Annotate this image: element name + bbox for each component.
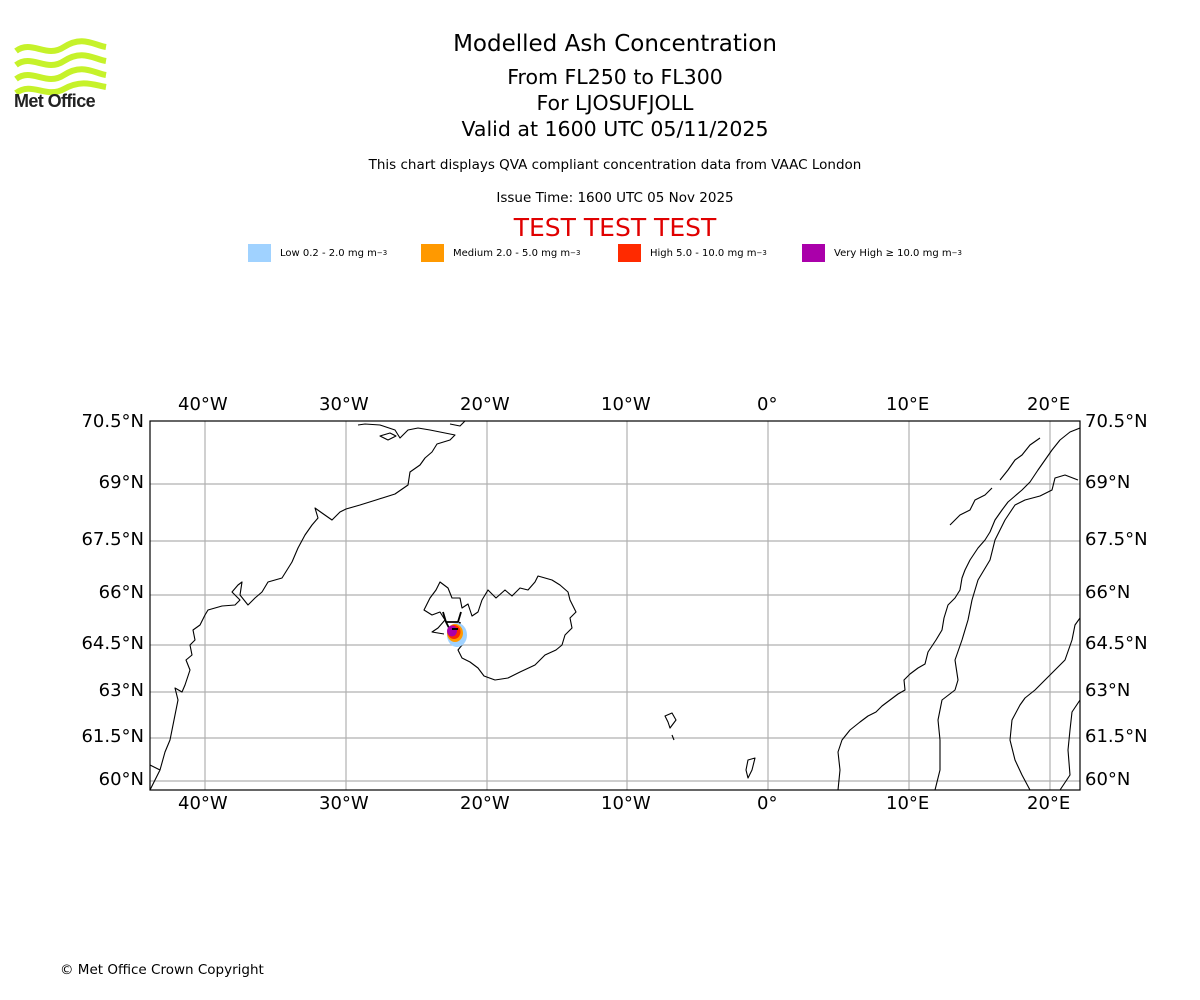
greenland-coastline (150, 423, 456, 790)
logo-text: Met Office (14, 91, 96, 111)
legend-swatch-high (618, 244, 641, 262)
lat-tick-right: 63°N (1085, 680, 1131, 701)
lon-tick-top: 30°W (319, 394, 369, 415)
lon-tick-bottom: 10°W (601, 793, 651, 814)
lat-tick-right: 60°N (1085, 769, 1131, 790)
norway-sweden-border (934, 474, 1079, 790)
lon-tick-bottom: 0° (757, 793, 778, 814)
legend-label-medium: Medium 2.0 - 5.0 mg m (453, 247, 571, 259)
lat-tick-right: 61.5°N (1085, 726, 1148, 747)
lat-tick-left: 61.5°N (81, 726, 144, 747)
legend-item-high: High 5.0 - 10.0 mg m −3 (618, 244, 767, 262)
legend-label-low: Low 0.2 - 2.0 mg m (280, 247, 377, 259)
legend-sup: −3 (756, 249, 767, 257)
issue-time: Issue Time: 1600 UTC 05 Nov 2025 (496, 190, 734, 206)
lon-tick-top: 40°W (178, 394, 228, 415)
gulf-of-bothnia-coast (1009, 617, 1080, 790)
lon-tick-top: 20°E (1027, 394, 1071, 415)
copyright-footer: © Met Office Crown Copyright (60, 962, 264, 978)
lon-tick-top: 0° (757, 394, 778, 415)
lon-tick-bottom: 20°W (460, 793, 510, 814)
legend-item-low: Low 0.2 - 2.0 mg m −3 (248, 244, 387, 262)
lon-tick-bottom: 20°E (1027, 793, 1071, 814)
lat-tick-right: 64.5°N (1085, 633, 1148, 654)
lon-tick-bottom: 40°W (178, 793, 228, 814)
lat-tick-left: 67.5°N (81, 529, 144, 550)
met-office-logo-icon (14, 38, 107, 96)
legend-item-medium: Medium 2.0 - 5.0 mg m −3 (421, 244, 580, 262)
lat-tick-left: 63°N (98, 680, 144, 701)
lon-tick-bottom: 30°W (319, 793, 369, 814)
lon-tick-top: 10°E (886, 394, 930, 415)
test-banner: TEST TEST TEST (513, 213, 717, 242)
ash-plume (447, 623, 467, 647)
chart-subtitle: This chart displays QVA compliant concen… (368, 157, 862, 173)
lat-tick-left: 60°N (98, 769, 144, 790)
lat-tick-left: 66°N (98, 582, 144, 603)
lon-tick-top: 20°W (460, 394, 510, 415)
gridlines (150, 421, 1080, 790)
lat-tick-right: 66°N (1085, 582, 1131, 603)
lon-tick-bottom: 10°E (886, 793, 930, 814)
legend-sup: −3 (951, 249, 962, 257)
lat-tick-right: 67.5°N (1085, 529, 1148, 550)
legend-sup: −3 (570, 249, 581, 257)
legend-label-high: High 5.0 - 10.0 mg m (650, 247, 757, 259)
chart-title: Modelled Ash Concentration (453, 31, 777, 57)
lat-tick-left: 69°N (98, 472, 144, 493)
legend-swatch-very-high (802, 244, 825, 262)
lat-tick-left: 70.5°N (81, 411, 144, 432)
volcano-name: For LJOSUFJOLL (536, 91, 694, 115)
legend-swatch-medium (421, 244, 444, 262)
flight-level-range: From FL250 to FL300 (507, 65, 723, 89)
shetland (745, 757, 756, 779)
map-frame (149, 420, 1081, 791)
norway-coastline (837, 427, 1080, 790)
valid-time: Valid at 1600 UTC 05/11/2025 (461, 117, 769, 141)
faroe-islands (664, 712, 677, 741)
lat-tick-left: 64.5°N (81, 633, 144, 654)
legend-item-very-high: Very High ≥ 10.0 mg m −3 (802, 244, 962, 262)
legend-label-very-high: Very High ≥ 10.0 mg m (834, 247, 952, 259)
legend-sup: −3 (376, 249, 388, 257)
legend-swatch-low (248, 244, 271, 262)
lon-tick-top: 10°W (601, 394, 651, 415)
iceland-coastline (423, 575, 577, 681)
lat-tick-right: 69°N (1085, 472, 1131, 493)
lat-tick-right: 70.5°N (1085, 411, 1148, 432)
